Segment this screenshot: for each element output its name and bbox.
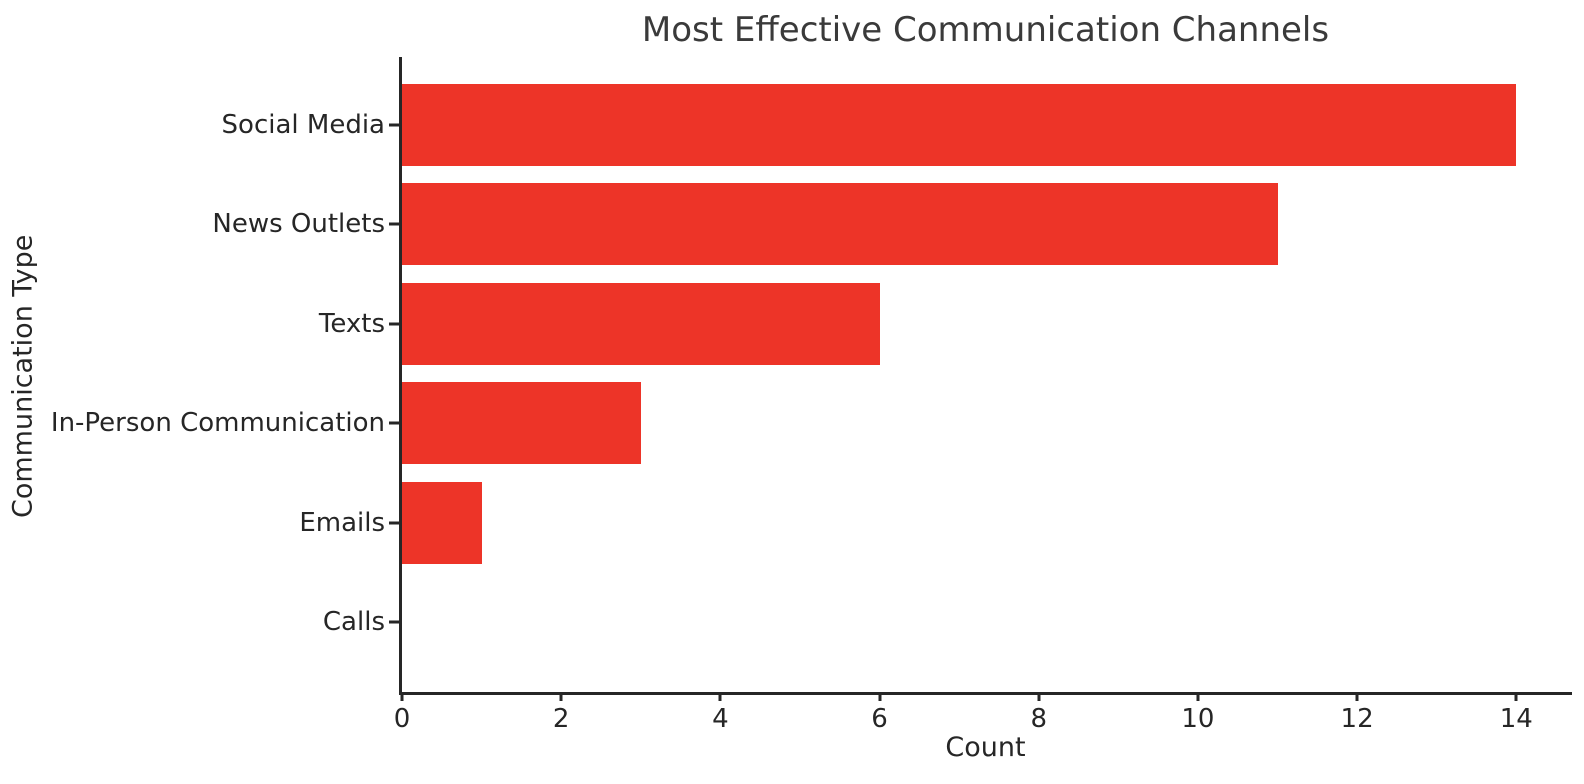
bar-in-person-communication [402, 382, 641, 465]
x-tick-mark [559, 692, 563, 701]
x-tick-mark [1037, 692, 1041, 701]
category-label-texts: Texts [318, 308, 385, 339]
y-axis-label: Communication Type [7, 234, 39, 518]
category-label-calls: Calls [322, 607, 385, 638]
chart-row-social-media: Social Media [222, 75, 1572, 175]
y-tick-mark [389, 123, 399, 127]
x-tick-mark [878, 692, 882, 701]
x-tick-label: 8 [1030, 704, 1048, 734]
y-tick-mark [389, 521, 399, 525]
chart-row-news-outlets: News Outlets [212, 175, 1572, 275]
bar-texts [402, 282, 880, 365]
x-tick-label: 0 [393, 704, 411, 734]
chart-row-calls: Calls [323, 573, 1572, 673]
x-tick-mark [1514, 692, 1518, 701]
y-tick-mark [389, 620, 399, 624]
chart-row-emails: Emails [299, 473, 1572, 573]
chart-row-in-person-communication: In-Person Communication [51, 374, 1572, 474]
x-tick-label: 2 [552, 704, 570, 734]
plot-area: Social Media News Outlets Texts In-Person C… [51, 57, 1572, 734]
bars-container: Social Media News Outlets Texts In-Person C… [51, 75, 1572, 673]
x-axis-ticks: 0 2 4 6 8 10 12 14 [394, 692, 1572, 742]
x-tick-label: 6 [871, 704, 888, 734]
y-tick-mark [389, 222, 399, 226]
y-tick-mark [389, 421, 399, 425]
category-label-social-media: Social Media [221, 109, 385, 140]
bar-social-media [402, 83, 1517, 166]
category-label-in-person-communication: In-Person Communication [50, 408, 385, 439]
chart-title: Most Effective Communication Channels [641, 10, 1330, 50]
y-tick-mark [389, 322, 399, 326]
x-tick-mark [1196, 692, 1200, 701]
chart-row-texts: Texts [319, 274, 1572, 374]
category-label-emails: Emails [299, 507, 385, 538]
x-tick-label: 10 [1181, 704, 1215, 734]
bar-news-outlets [402, 183, 1278, 266]
x-tick-mark [400, 692, 404, 701]
category-label-news-outlets: News Outlets [212, 209, 385, 240]
x-tick-label: 14 [1499, 704, 1533, 734]
x-tick-label: 12 [1340, 704, 1374, 734]
x-tick-mark [1355, 692, 1359, 701]
x-tick-mark [718, 692, 722, 701]
x-axis-label: Count [945, 732, 1026, 763]
bar-emails [402, 481, 482, 564]
x-tick-label: 4 [712, 704, 729, 734]
